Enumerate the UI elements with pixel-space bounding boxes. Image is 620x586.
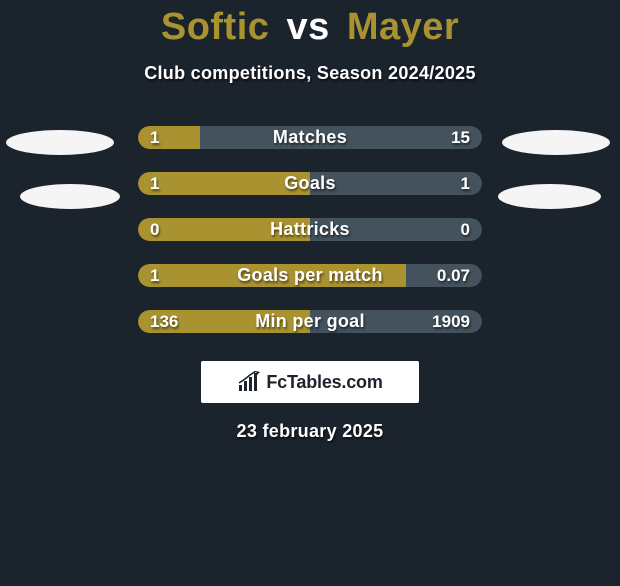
stat-label: Min per goal (138, 310, 482, 333)
stat-bar-min-per-goal: 136 1909 Min per goal (138, 310, 482, 333)
stat-label: Matches (138, 126, 482, 149)
player2-name: Mayer (347, 6, 459, 48)
stat-label: Goals (138, 172, 482, 195)
stat-label: Goals per match (138, 264, 482, 287)
subtitle: Club competitions, Season 2024/2025 (0, 63, 620, 84)
chart-icon (237, 371, 263, 393)
avatar-placeholder (498, 184, 601, 209)
comparison-title: Softic vs Mayer (0, 6, 620, 49)
avatar-placeholder (502, 130, 610, 155)
stat-label: Hattricks (138, 218, 482, 241)
stat-bar-goals: 1 1 Goals (138, 172, 482, 195)
stat-bar-goals-per-match: 1 0.07 Goals per match (138, 264, 482, 287)
brand-text: FcTables.com (266, 372, 382, 393)
brand-box: FcTables.com (201, 361, 419, 403)
player1-name: Softic (161, 6, 270, 48)
stat-bar-matches: 1 15 Matches (138, 126, 482, 149)
stat-bar-hattricks: 0 0 Hattricks (138, 218, 482, 241)
date-label: 23 february 2025 (0, 421, 620, 442)
avatar-placeholder (6, 130, 114, 155)
title-vs: vs (286, 6, 329, 48)
stat-bars: 1 15 Matches 1 1 Goals 0 0 Hattricks 1 0… (138, 126, 482, 333)
avatar-placeholder (20, 184, 120, 209)
